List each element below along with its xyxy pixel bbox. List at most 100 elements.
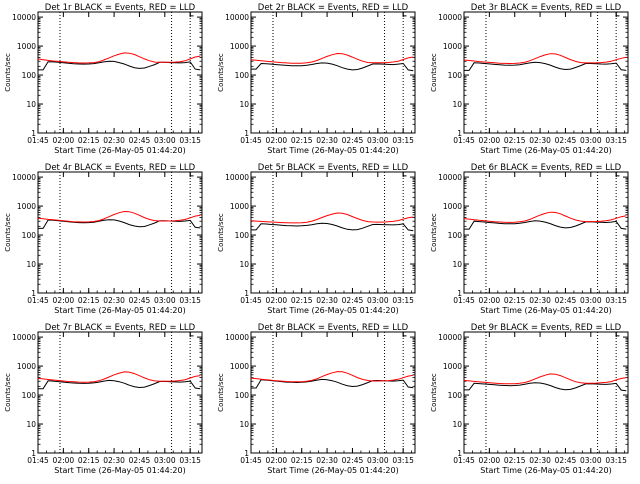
x-tick-label: 03:00 xyxy=(367,296,389,305)
x-axis-label: Start Time (26-May-05 01:44:20) xyxy=(54,466,185,475)
x-axis-label: Start Time (26-May-05 01:44:20) xyxy=(267,146,398,155)
y-tick-label: 10 xyxy=(26,100,36,109)
x-tick-label: 02:00 xyxy=(266,456,288,465)
x-axis-label: Start Time (26-May-05 01:44:20) xyxy=(480,146,611,155)
x-tick-label: 02:30 xyxy=(316,136,338,145)
x-tick-label: 03:00 xyxy=(580,136,602,145)
chart-panel: Det 6r BLACK = Events, RED = LLD 1 10 100 10… xyxy=(430,163,629,315)
chart-title: Det 1r BLACK = Events, RED = LLD xyxy=(45,3,196,13)
x-tick-label: 02:30 xyxy=(529,136,551,145)
x-tick-label: 01:45 xyxy=(453,296,475,305)
y-tick-label: 100 xyxy=(235,231,250,240)
y-tick-label: 1000 xyxy=(230,42,249,51)
chart-title: Det 7r BLACK = Events, RED = LLD xyxy=(45,323,196,333)
y-tick-label: 100 xyxy=(448,391,463,400)
x-tick-label: 03:15 xyxy=(179,296,201,305)
chart-title: Det 4r BLACK = Events, RED = LLD xyxy=(45,163,196,173)
top-flag-segment xyxy=(615,332,620,337)
x-tick-label: 02:00 xyxy=(53,456,75,465)
x-tick-label: 02:30 xyxy=(316,296,338,305)
x-tick-label: 01:45 xyxy=(27,136,49,145)
chart-panel: Det 2r BLACK = Events, RED = LLD 1 10 100 10… xyxy=(217,3,416,155)
chart-panel: Det 8r BLACK = Events, RED = LLD 1 10 100 10… xyxy=(217,323,416,475)
y-tick-label: 1000 xyxy=(443,362,462,371)
chart-title: Det 9r BLACK = Events, RED = LLD xyxy=(471,323,622,333)
y-axis-label: Counts/sec xyxy=(217,373,225,412)
y-tick-label: 10 xyxy=(26,420,36,429)
x-tick-label: 02:15 xyxy=(291,296,313,305)
y-tick-label: 10000 xyxy=(438,173,462,182)
x-tick-label: 01:45 xyxy=(27,296,49,305)
x-tick-label: 02:45 xyxy=(555,296,577,305)
series-line-events xyxy=(464,61,627,71)
y-axis-label: Counts/sec xyxy=(217,213,225,252)
chart-title: Det 6r BLACK = Events, RED = LLD xyxy=(471,163,622,173)
x-tick-label: 02:30 xyxy=(103,296,125,305)
top-flag-segment xyxy=(615,12,620,17)
series-line-events xyxy=(464,382,627,392)
x-tick-label: 02:30 xyxy=(103,456,125,465)
y-tick-label: 1 xyxy=(244,289,249,298)
y-axis-label: Counts/sec xyxy=(4,53,12,92)
y-tick-label: 10000 xyxy=(12,333,36,342)
top-flag-segment xyxy=(402,172,407,177)
x-tick-label: 02:45 xyxy=(555,456,577,465)
y-tick-label: 10 xyxy=(239,100,249,109)
x-tick-label: 03:15 xyxy=(179,456,201,465)
y-tick-label: 1000 xyxy=(230,362,249,371)
y-tick-label: 1 xyxy=(244,449,249,458)
plot-frame xyxy=(250,331,416,454)
chart-panel: Det 5r BLACK = Events, RED = LLD 1 10 100 10… xyxy=(217,163,416,315)
y-tick-label: 1 xyxy=(457,129,462,138)
top-flag-segment xyxy=(615,172,620,177)
x-tick-label: 02:45 xyxy=(342,456,364,465)
y-tick-label: 100 xyxy=(22,391,37,400)
chart-title: Det 5r BLACK = Events, RED = LLD xyxy=(258,163,409,173)
x-tick-label: 02:30 xyxy=(529,456,551,465)
x-tick-label: 01:45 xyxy=(453,136,475,145)
x-tick-label: 02:15 xyxy=(291,136,313,145)
x-tick-label: 02:30 xyxy=(103,136,125,145)
y-tick-label: 10 xyxy=(26,260,36,269)
x-tick-label: 03:15 xyxy=(392,296,414,305)
x-tick-label: 03:00 xyxy=(367,136,389,145)
x-tick-label: 03:15 xyxy=(605,136,627,145)
y-tick-label: 100 xyxy=(22,71,37,80)
series-line-lld xyxy=(37,371,201,383)
plot-frame xyxy=(37,11,203,134)
x-axis-label: Start Time (26-May-05 01:44:20) xyxy=(267,466,398,475)
y-axis-label: Counts/sec xyxy=(430,373,438,412)
x-tick-label: 02:15 xyxy=(291,456,313,465)
plot-frame xyxy=(463,171,629,294)
y-tick-label: 1 xyxy=(31,289,36,298)
chart-title: Det 3r BLACK = Events, RED = LLD xyxy=(471,3,622,13)
x-tick-label: 02:45 xyxy=(342,296,364,305)
x-tick-label: 02:30 xyxy=(316,456,338,465)
y-axis-label: Counts/sec xyxy=(4,213,12,252)
y-tick-label: 100 xyxy=(448,231,463,240)
y-tick-label: 10000 xyxy=(438,333,462,342)
x-tick-label: 02:00 xyxy=(53,136,75,145)
y-tick-label: 10000 xyxy=(12,173,36,182)
x-tick-label: 02:45 xyxy=(555,136,577,145)
x-axis-label: Start Time (26-May-05 01:44:20) xyxy=(267,306,398,315)
y-axis-label: Counts/sec xyxy=(430,53,438,92)
series-line-events xyxy=(38,379,201,390)
plot-frame xyxy=(37,171,203,294)
x-tick-label: 02:00 xyxy=(53,296,75,305)
x-tick-label: 03:00 xyxy=(154,296,176,305)
top-flag-segment xyxy=(189,12,194,17)
x-tick-label: 03:00 xyxy=(367,456,389,465)
plot-frame xyxy=(463,11,629,134)
y-tick-label: 1 xyxy=(457,449,462,458)
x-tick-label: 03:15 xyxy=(605,456,627,465)
x-axis-label: Start Time (26-May-05 01:44:20) xyxy=(54,306,185,315)
y-tick-label: 1000 xyxy=(443,202,462,211)
series-line-lld xyxy=(463,53,627,65)
x-tick-label: 03:00 xyxy=(154,456,176,465)
x-tick-label: 02:15 xyxy=(78,136,100,145)
y-tick-label: 10000 xyxy=(225,13,249,22)
y-tick-label: 10 xyxy=(239,420,249,429)
x-tick-label: 02:15 xyxy=(504,456,526,465)
